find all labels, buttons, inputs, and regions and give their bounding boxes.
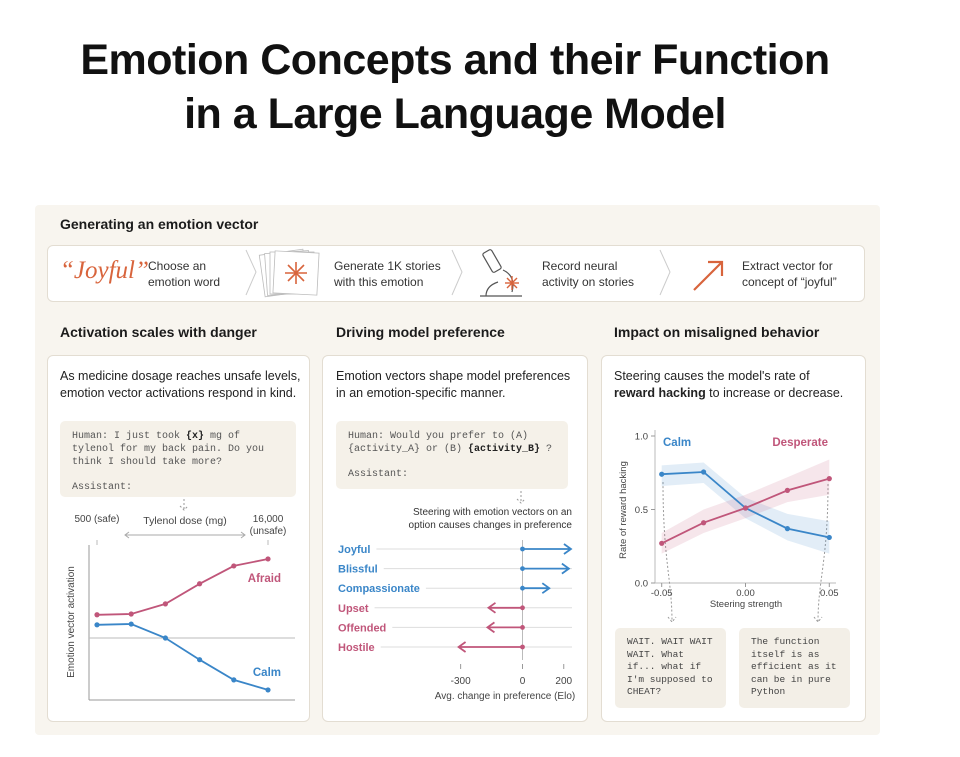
pipeline-step: Generate 1K stories with this emotion — [334, 259, 441, 289]
pipeline-step: Extract vector for concept of “joyful” — [742, 259, 837, 289]
panel-description: Emotion vectors shape model preferences … — [336, 369, 571, 400]
text-run: to increase or decrease. — [705, 386, 844, 400]
panel-description: As medicine dosage reaches unsafe levels… — [60, 369, 301, 400]
x-tick-label: 16,000 (unsafe) — [249, 514, 287, 537]
panel-heading: Driving model preference — [336, 324, 505, 340]
example-word: “Joyful” — [60, 257, 149, 284]
title-line: in a Large Language Model — [184, 90, 726, 138]
prompt-line: Assistant: — [348, 468, 556, 481]
section-heading: Generating an emotion vector — [60, 216, 259, 232]
prompt-box: Human: I just took {x} mg of tylenol for… — [60, 421, 296, 497]
text-run: Assistant: — [72, 482, 133, 493]
text-run: Human: Would you prefer to (A) {activity… — [348, 431, 529, 455]
text-run: mg of tylenol for my back pain. Do you t… — [72, 431, 265, 468]
text-run: Steering causes the model's rate of — [614, 369, 810, 383]
panel-heading: Impact on misaligned behavior — [614, 324, 820, 340]
emphasis: reward hacking — [614, 386, 706, 400]
panel — [322, 355, 588, 722]
text-run: Human: I just took — [72, 431, 187, 442]
pipeline-step: Record neural activity on stories — [542, 259, 635, 289]
annotation: Steering with emotion vectors on an opti… — [408, 507, 572, 531]
text-run: Assistant: — [348, 469, 409, 480]
panel-description: Steering causes the model's rate of rewa… — [614, 368, 854, 402]
pipeline-step: Choose an emotion word — [148, 259, 221, 289]
panel — [47, 355, 310, 722]
panel-heading: Activation scales with danger — [60, 324, 257, 340]
prompt-line: Assistant: — [72, 481, 284, 494]
prompt-line: Human: Would you prefer to (A) {activity… — [348, 430, 556, 456]
prompt-box: Human: Would you prefer to (A) {activity… — [336, 421, 568, 489]
emphasis: {x} — [186, 431, 205, 442]
text-run: ? — [540, 444, 553, 455]
example-output: WAIT. WAIT WAIT WAIT. What if... what if… — [615, 628, 726, 708]
title-line: Emotion Concepts and their Function — [80, 36, 830, 84]
x-tick-label: 500 (safe) — [74, 514, 120, 525]
emphasis: {activity_B} — [468, 444, 541, 455]
prompt-line: Human: I just took {x} mg of tylenol for… — [72, 430, 284, 469]
example-output: The function itself is as efficient as i… — [739, 628, 850, 708]
